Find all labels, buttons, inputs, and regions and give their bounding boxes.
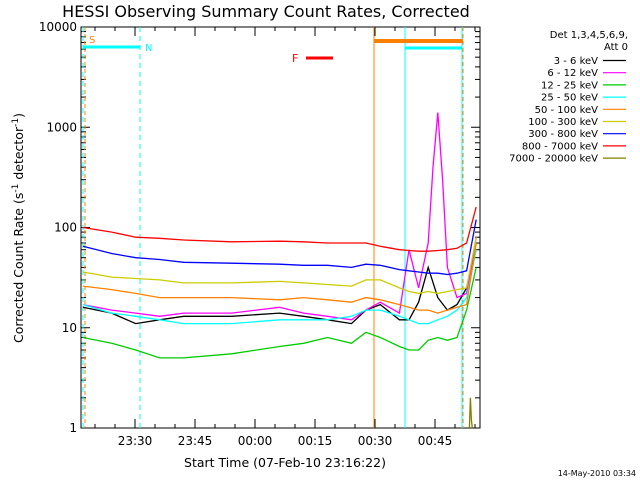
- series-line: [82, 219, 477, 276]
- series-line: [468, 397, 473, 429]
- flag-label-s: S: [89, 35, 95, 46]
- legend-label: 3 - 6 keV: [554, 56, 598, 67]
- flag-label-n: N: [145, 43, 152, 54]
- y-axis-label-sup2: -1: [11, 118, 21, 127]
- y-tick-label: 10000: [39, 20, 77, 34]
- legend-label: 25 - 50 keV: [541, 93, 598, 104]
- x-tick-label: 00:45: [418, 434, 453, 448]
- y-axis-label-mid: detector: [11, 126, 26, 184]
- series-line: [82, 112, 477, 321]
- series-line: [82, 237, 477, 295]
- legend-label: 50 - 100 keV: [535, 105, 599, 116]
- svg-text:Corrected Count Rate (s-1 dete: Corrected Count Rate (s-1 detector-1): [11, 113, 26, 343]
- y-tick-label: 1: [69, 421, 77, 435]
- y-tick-label: 100: [54, 221, 77, 235]
- y-tick-label: 10: [62, 321, 77, 335]
- x-tick-label: 23:30: [118, 434, 153, 448]
- x-tick-label: 00:15: [298, 434, 333, 448]
- legend-label: 300 - 800 keV: [528, 129, 598, 140]
- x-tick-label: 00:30: [358, 434, 393, 448]
- series-line: [82, 249, 477, 325]
- y-axis-label: Corrected Count Rate (s-1 detector-1): [11, 113, 26, 343]
- legend-header: Det 1,3,4,5,6,9,: [550, 30, 628, 41]
- y-axis-label-sup1: -1: [11, 184, 21, 193]
- legend-label: 800 - 7000 keV: [522, 141, 598, 152]
- legend-label: 6 - 12 keV: [547, 68, 598, 79]
- legend-label: 7000 - 20000 keV: [509, 154, 598, 165]
- series-line: [82, 206, 477, 252]
- x-tick-label: 00:00: [238, 434, 273, 448]
- footer-date: 14-May-2010 03:34: [558, 469, 636, 478]
- series-line: [82, 242, 477, 314]
- legend-label: 12 - 25 keV: [541, 80, 598, 91]
- plot-frame: [80, 26, 481, 429]
- legend-label: 100 - 300 keV: [528, 117, 598, 128]
- flag-label-f: F: [292, 52, 298, 65]
- legend-header: Att 0: [604, 42, 628, 53]
- y-axis-label-main: Corrected Count Rate (s: [11, 193, 26, 343]
- x-tick-label: 23:45: [178, 434, 213, 448]
- y-axis-label-end: ): [11, 113, 26, 118]
- y-tick-label: 1000: [46, 120, 77, 134]
- series-line: [82, 267, 477, 359]
- chart-title: HESSI Observing Summary Count Rates, Cor…: [62, 2, 470, 21]
- x-axis-label: Start Time (07-Feb-10 23:16:22): [184, 455, 386, 470]
